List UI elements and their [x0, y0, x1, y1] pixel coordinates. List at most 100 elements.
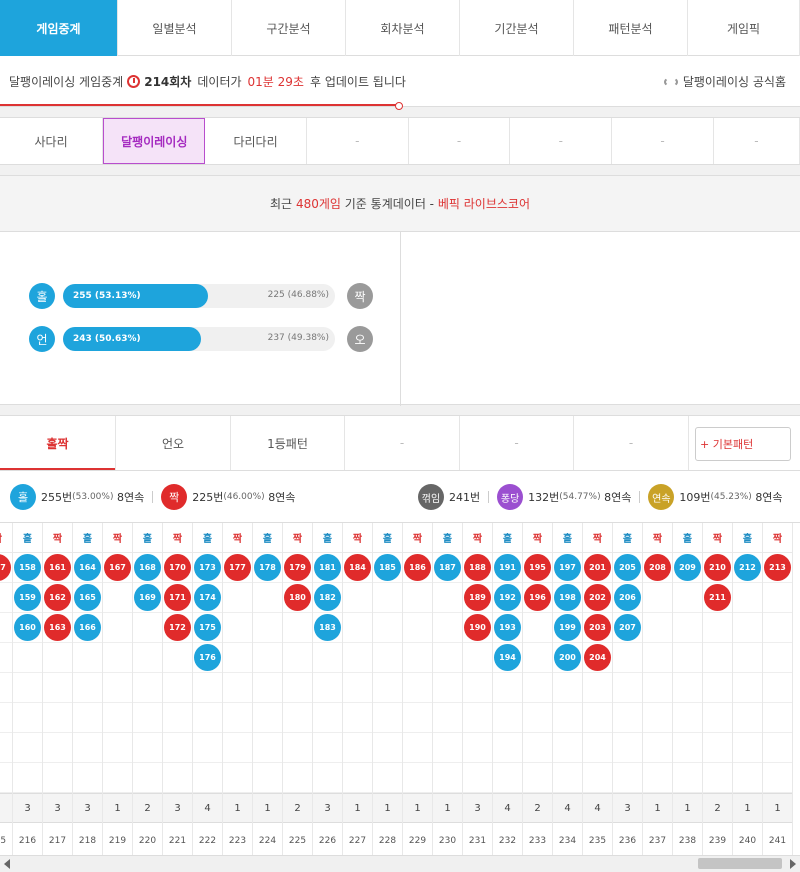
- grid-cell: [493, 703, 522, 733]
- grid-cell: [13, 553, 42, 583]
- grid-cell: [403, 643, 432, 673]
- grid-cell: [193, 613, 222, 643]
- pattern-column: 홀 209 1 238: [673, 523, 703, 858]
- scroll-thumb[interactable]: [698, 858, 782, 869]
- grid-cell: [643, 553, 672, 583]
- pattern-column: 짝 210 211 2 239: [703, 523, 733, 858]
- grid-cell: [283, 643, 312, 673]
- pattern-column: 홀 158 159 160 3 216: [13, 523, 43, 858]
- grid-cell: [43, 733, 72, 763]
- pattern-column: 홀 168 169 2 220: [133, 523, 163, 858]
- grid-cell: [403, 583, 432, 613]
- nav-tab[interactable]: 패턴분석: [574, 0, 688, 56]
- column-header: 홀: [493, 523, 522, 553]
- nav-tab[interactable]: 구간분석: [232, 0, 346, 56]
- grid-cell: [763, 613, 792, 643]
- pattern-tab[interactable]: -: [345, 416, 460, 470]
- result-ball: 194: [494, 644, 521, 671]
- grid-cell: [763, 553, 792, 583]
- game-tab[interactable]: -: [307, 118, 409, 164]
- pattern-column: 홀 181 182 183 3 226: [313, 523, 343, 858]
- grid-cell: [493, 673, 522, 703]
- result-ball: 158: [14, 554, 41, 581]
- scroll-left-icon[interactable]: [4, 859, 10, 869]
- pattern-tabs: 홀짝 언오 1등패턴 - - - + 기본패턴: [0, 415, 800, 471]
- grid-cell: [523, 673, 552, 703]
- round-number: 220: [138, 835, 157, 846]
- result-ball: 173: [194, 554, 221, 581]
- nav-tab[interactable]: 기간분석: [460, 0, 574, 56]
- pattern-tab[interactable]: 홀짝: [0, 416, 116, 470]
- nav-tab[interactable]: 회차분석: [346, 0, 460, 56]
- grid-cell: [133, 553, 162, 583]
- grid-cell: [403, 733, 432, 763]
- grid-cell: [313, 643, 342, 673]
- horizontal-scrollbar[interactable]: [0, 855, 800, 872]
- grid-cell: [643, 643, 672, 673]
- pattern-tab[interactable]: 언오: [116, 416, 231, 470]
- nav-tab[interactable]: 게임중계: [0, 0, 118, 56]
- scroll-right-icon[interactable]: [790, 859, 796, 869]
- odd-count: 255번: [41, 491, 73, 504]
- result-ball: 170: [164, 554, 191, 581]
- game-tab[interactable]: -: [714, 118, 800, 164]
- grid-cell: [463, 643, 492, 673]
- round-number: 216: [18, 835, 37, 846]
- grid-cell: [373, 733, 402, 763]
- nav-tab[interactable]: 일별분석: [118, 0, 232, 56]
- streak-count: 1: [253, 793, 282, 823]
- grid-cell: [0, 613, 12, 643]
- game-tab[interactable]: -: [612, 118, 714, 164]
- grid-cell: [103, 643, 132, 673]
- streak-count: 1: [373, 793, 402, 823]
- result-ball: 210: [704, 554, 731, 581]
- round-number: 236: [618, 835, 637, 846]
- pattern-tab[interactable]: -: [574, 416, 689, 470]
- grid-cell: [13, 583, 42, 613]
- grid-cell: [463, 703, 492, 733]
- game-tab[interactable]: -: [409, 118, 511, 164]
- streak-count: 1: [433, 793, 462, 823]
- official-home-link[interactable]: 달팽이레이싱 공식홈: [663, 73, 786, 90]
- grid-cell: [0, 763, 12, 793]
- streak-count: 1: [343, 793, 372, 823]
- grid-cell: [403, 553, 432, 583]
- result-ball: 171: [164, 584, 191, 611]
- round-number: 214회차: [144, 75, 192, 89]
- separator: [152, 491, 154, 503]
- pattern-tab[interactable]: -: [460, 416, 574, 470]
- grid-cell: [283, 613, 312, 643]
- pattern-column: 짝 213 1 241: [763, 523, 793, 858]
- bend-count: 241번: [449, 491, 481, 504]
- game-tab[interactable]: 달팽이레이싱: [103, 118, 206, 164]
- grid-cell: [253, 763, 282, 793]
- grid-cell: [583, 733, 612, 763]
- result-ball: 176: [194, 644, 221, 671]
- grid-cell: [733, 643, 762, 673]
- streak-count: 3: [43, 793, 72, 823]
- grid-cell: [763, 763, 792, 793]
- result-ball: 177: [224, 554, 251, 581]
- stats-panel: 최근 480게임 기준 통계데이터 - 베픽 라이브스코어 홀 255 (53.1…: [0, 175, 800, 554]
- result-ball: 197: [554, 554, 581, 581]
- grid-cell: [613, 643, 642, 673]
- game-tab[interactable]: 사다리: [0, 118, 104, 164]
- grid-cell: [703, 583, 732, 613]
- clock-icon: [127, 75, 141, 88]
- pattern-column: 짝 208 1 237: [643, 523, 673, 858]
- stat-bar-fill: 243 (50.63%): [63, 327, 201, 351]
- even-streak: 8연속: [268, 491, 296, 504]
- grid-cell: [733, 733, 762, 763]
- even-badge: 짝: [161, 484, 188, 510]
- even-count: 225번: [192, 491, 224, 504]
- nav-tab[interactable]: 게임픽: [688, 0, 800, 56]
- grid-cell: [763, 703, 792, 733]
- grid-cell: [193, 673, 222, 703]
- streak-count: 1: [223, 793, 252, 823]
- pattern-tab[interactable]: 1등패턴: [231, 416, 345, 470]
- game-tab[interactable]: 다리다리: [205, 118, 307, 164]
- main-nav: 게임중계 일별분석 구간분석 회차분석 기간분석 패턴분석 게임픽: [0, 0, 800, 56]
- basic-pattern-button[interactable]: + 기본패턴: [695, 427, 791, 461]
- game-tab[interactable]: -: [510, 118, 613, 164]
- round-number: 241: [768, 835, 787, 846]
